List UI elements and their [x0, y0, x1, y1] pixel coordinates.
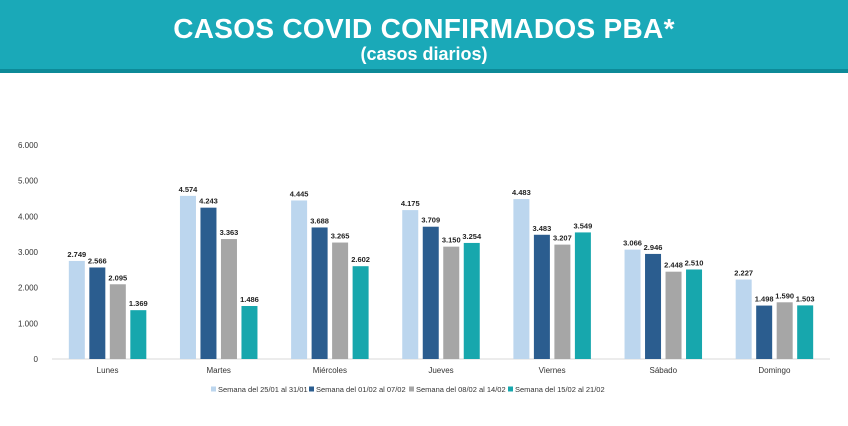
data-label: 3.254 [462, 232, 482, 241]
data-label: 2.602 [351, 255, 370, 264]
category-label: Jueves [428, 366, 453, 375]
bar [665, 271, 682, 359]
y-tick-label: 5.000 [18, 177, 39, 186]
y-tick-label: 0 [34, 355, 39, 364]
data-label: 1.590 [775, 291, 794, 300]
category-label: Domingo [758, 366, 791, 375]
bar [352, 266, 369, 359]
data-label: 3.066 [623, 239, 642, 248]
legend-label: Semana del 25/01 al 31/01 [218, 385, 308, 394]
category-label: Martes [206, 366, 230, 375]
bar [624, 249, 641, 359]
bar [645, 253, 662, 359]
bar [756, 305, 773, 359]
bar [200, 207, 217, 359]
data-label: 2.749 [67, 250, 86, 259]
category-label: Lunes [97, 366, 119, 375]
data-label: 4.445 [290, 189, 309, 198]
bar [443, 246, 460, 359]
data-label: 1.498 [755, 295, 774, 304]
data-label: 2.448 [664, 261, 683, 270]
data-label: 1.486 [240, 295, 259, 304]
category-label: Viernes [539, 366, 566, 375]
data-label: 3.150 [442, 236, 461, 245]
data-label: 3.207 [553, 234, 572, 243]
data-label: 3.363 [220, 228, 239, 237]
data-label: 2.946 [644, 243, 663, 252]
bar [68, 260, 85, 359]
data-label: 3.483 [533, 224, 552, 233]
bar [89, 267, 106, 359]
chart-subtitle: (casos diarios) [360, 44, 488, 64]
bar-chart: 0 1.000 2.000 3.000 4.000 5.000 6.000 2.7492.56… [18, 141, 830, 394]
bar [797, 305, 814, 359]
bar [291, 200, 308, 359]
bar [422, 226, 439, 359]
legend-swatch [211, 386, 216, 392]
legend-label: Semana del 08/02 al 14/02 [416, 385, 506, 394]
data-label: 2.227 [734, 269, 753, 278]
y-tick-label: 1.000 [18, 319, 39, 328]
bar [735, 279, 752, 359]
legend-swatch [409, 386, 414, 392]
data-label: 3.265 [331, 232, 350, 241]
data-label: 3.709 [421, 216, 440, 225]
bar [402, 210, 419, 359]
chart-title: CASOS COVID CONFIRMADOS PBA* [173, 13, 675, 44]
bar [130, 310, 147, 359]
category-label: Miércoles [313, 366, 347, 375]
data-label: 4.483 [512, 188, 531, 197]
data-label: 1.369 [129, 299, 148, 308]
bar [179, 195, 196, 359]
bar [463, 242, 480, 359]
category-label: Sábado [649, 366, 677, 375]
legend-swatch [309, 386, 314, 392]
header-banner: CASOS COVID CONFIRMADOS PBA* (casos diar… [0, 0, 848, 73]
bar [686, 269, 703, 359]
bar [332, 242, 349, 359]
data-label: 1.503 [796, 294, 815, 303]
legend-label: Semana del 15/02 al 21/02 [515, 385, 605, 394]
bar [533, 234, 550, 359]
bar [220, 239, 237, 359]
bar [109, 284, 126, 359]
y-tick-label: 3.000 [18, 248, 39, 257]
legend-label: Semana del 01/02 al 07/02 [316, 385, 406, 394]
y-tick-label: 2.000 [18, 284, 39, 293]
data-label: 2.510 [685, 258, 704, 267]
data-label: 4.574 [179, 185, 199, 194]
data-label: 3.688 [310, 216, 329, 225]
bar [311, 227, 328, 359]
data-label: 2.095 [108, 273, 127, 282]
legend-swatch [508, 386, 513, 392]
bar [513, 199, 530, 359]
y-tick-label: 4.000 [18, 212, 39, 221]
data-label: 3.549 [574, 221, 593, 230]
data-label: 4.243 [199, 197, 218, 206]
bar [241, 305, 258, 359]
data-label: 2.566 [88, 256, 107, 265]
y-tick-label: 6.000 [18, 141, 39, 150]
bar [554, 244, 571, 359]
bar [574, 232, 591, 359]
bar [776, 302, 793, 359]
data-label: 4.175 [401, 199, 420, 208]
